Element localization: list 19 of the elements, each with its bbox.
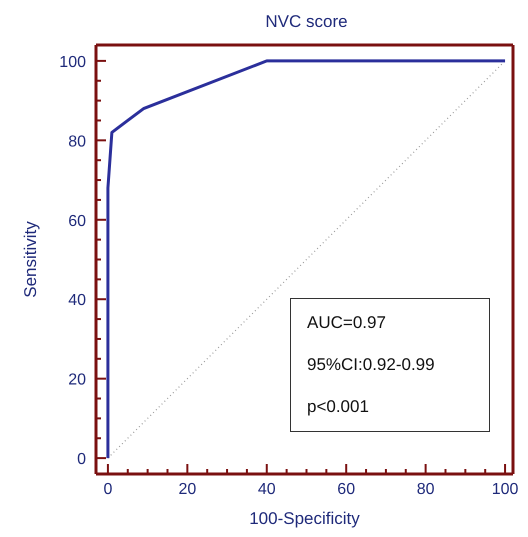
y-axis-title: Sensitivity [21,220,40,298]
x-tick-label: 20 [178,481,196,498]
x-tick-label: 100 [492,481,518,498]
annotation: AUC=0.97 [307,312,387,334]
x-axis-title: 100-Specificity [249,509,360,528]
y-tick-label: 100 [59,54,86,71]
x-tick-label: 80 [416,481,435,498]
y-tick-label: 40 [68,292,86,310]
annotation: p<0.001 [307,396,370,418]
annotation-frame: AUC=0.97 95%CI:0.92-0.99 p<0.001 [290,298,490,432]
y-tick-label: 0 [77,451,86,468]
x-tick-label: 60 [337,481,356,498]
annotation: 95%CI:0.92-0.99 [307,354,436,376]
y-tick-label: 60 [68,212,86,230]
x-tick-label: 0 [103,481,112,498]
x-tick-label: 40 [258,481,276,498]
chart-title: NVC score [264,12,349,32]
y-tick-label: 20 [68,372,86,389]
y-tick-label: 80 [68,133,86,150]
